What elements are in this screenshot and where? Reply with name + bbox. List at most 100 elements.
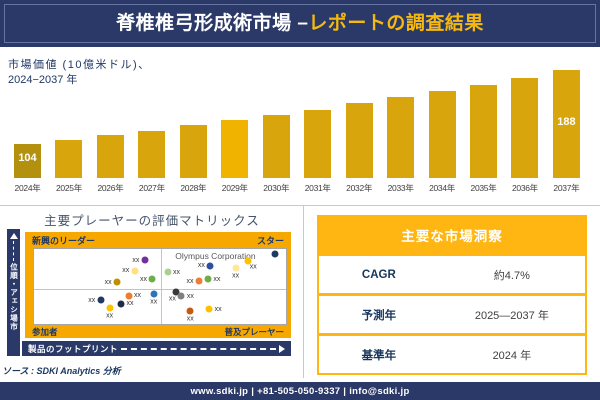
scatter-dot-icon [164, 268, 172, 276]
insights-rows: CAGR 約4.7% 予測年 2025—2037 年基準年 2024 年 [319, 253, 585, 373]
quadrant-label-top-left: 新興のリーダー [32, 235, 96, 246]
insights-row-label: CAGR [361, 268, 396, 281]
matrix-point-label: xx [139, 275, 147, 283]
bar-year-label: 2024年 [14, 183, 41, 193]
insights-row: 基準年 2024 年 [319, 333, 585, 373]
matrix-point: xx [150, 290, 158, 306]
bar [262, 115, 307, 181]
matrix-point: xx [122, 267, 139, 275]
bar-year-label: 2032年 [346, 183, 373, 193]
matrix-point: xx [186, 307, 194, 322]
matrix-point-label: xx [232, 272, 240, 280]
insights-row: CAGR 約4.7% [319, 253, 585, 293]
insights-table: 主要な市場洞察 CAGR 約4.7% 予測年 2025—2037 年基準年 2024 年 [317, 215, 587, 375]
matrix-point-label: xx [186, 315, 194, 322]
bar-year-label: 2027年 [138, 183, 165, 193]
matrix-point-label: xx [213, 275, 221, 283]
scatter-dot-icon [131, 267, 139, 275]
bar [469, 85, 514, 181]
insights-row-label: 基準年 [361, 349, 397, 362]
bar [55, 140, 100, 181]
matrix-point: xx [106, 304, 114, 319]
matrix-frame: 新興のリーダー スター Olympus Corporation xx xx xx xx… [25, 232, 291, 338]
bar [428, 91, 473, 181]
insights-table-title: 主要な市場洞察 [319, 217, 585, 253]
bar-year-label: 2036年 [511, 183, 538, 193]
bar-value-label: 104 [18, 152, 37, 164]
matrix-point-label: xx [197, 262, 205, 269]
matrix-point: xx [198, 262, 214, 269]
matrix-point: xx [117, 300, 133, 308]
scatter-dot-icon [106, 304, 114, 311]
matrix-point: xx [105, 278, 121, 286]
scatter-dot-icon [244, 257, 252, 265]
bar [96, 135, 141, 181]
bar-year-label: 2037年 [553, 183, 580, 193]
quadrant-label-bottom-right: 普及プレーヤー [224, 326, 284, 337]
scatter-dot-icon [177, 292, 185, 300]
bar-year-label: 2031年 [304, 183, 331, 193]
matrix-point: xx [169, 288, 180, 302]
quadrant-divider-vertical [161, 249, 162, 324]
vertical-divider [303, 206, 304, 378]
bar-column-2033年: 2033年 [387, 60, 432, 193]
x-axis-dashed-line [121, 347, 276, 350]
matrix-y-axis: 位順・アェシ場市 [7, 229, 20, 356]
bar-column-2026年: 2026年 [96, 60, 141, 193]
bar-column-2027年: 2027年 [138, 60, 183, 193]
footer-bar: www.sdki.jp | +81-505-050-9337 | info@sd… [0, 382, 600, 400]
matrix-point: xx [205, 305, 222, 313]
matrix-point-label: xx [150, 298, 158, 306]
y-axis-dashed-line [13, 241, 14, 261]
bar-column-2035年: 2035年 [469, 60, 514, 193]
matrix-point-label: xx [168, 295, 176, 303]
bar-year-label: 2028年 [180, 183, 207, 193]
bar-year-label: 2029年 [221, 183, 248, 193]
bar [511, 78, 556, 181]
matrix-point-label: xx [106, 312, 114, 319]
scatter-dot-icon [141, 256, 149, 264]
scatter-dot-icon [172, 288, 180, 296]
scatter-dot-icon [117, 300, 125, 308]
bar-column-2034年: 2034年 [428, 60, 473, 193]
matrix-point-label: xx [122, 267, 130, 275]
scatter-dot-icon [205, 305, 213, 313]
source-note: ソース : SDKI Analytics 分析 [2, 366, 121, 376]
matrix-point: xx [232, 264, 240, 279]
matrix-plot: Olympus Corporation xx xx xx xx xx xx xx xx xx xx… [33, 248, 287, 325]
bar-column-2029年: 2029年 [221, 60, 266, 193]
scatter-dot-icon [232, 264, 240, 272]
matrix-title: 主要プレーヤーの評価マトリックス [44, 214, 260, 228]
chart-subtitle-line2: 2024−2037 年 [8, 74, 78, 87]
scatter-dot-icon [97, 296, 105, 304]
quadrant-divider-horizontal [34, 288, 286, 290]
bar [179, 125, 224, 181]
matrix-point-label: xx [104, 278, 112, 286]
quadrant-label-top-right: スター [256, 235, 284, 246]
bar-year-label: 2034年 [429, 183, 455, 193]
arrow-up-icon [9, 233, 18, 239]
bar-column-2030年: 2030年 [262, 60, 307, 193]
bar [345, 103, 390, 181]
matrix-point-label: xx [126, 300, 134, 308]
matrix-point-label: xx [132, 256, 140, 264]
scatter-dot-icon [148, 275, 156, 283]
matrix-point-label: xx [186, 292, 194, 300]
footer-contact-text: www.sdki.jp | +81-505-050-9337 | info@sd… [190, 385, 410, 397]
chart-subtitle-line1: 市場価値 (10億米ドル)、 [8, 59, 151, 71]
matrix-point: xx [244, 257, 257, 271]
bar-year-label: 2030年 [263, 183, 290, 193]
scatter-dot-icon [125, 292, 132, 299]
matrix-x-axis: 製品のフットプリント [22, 341, 291, 356]
matrix-point-label: xx [249, 263, 257, 271]
scatter-dot-icon [186, 307, 194, 314]
matrix-point: xx [140, 275, 156, 283]
matrix-point: xx [177, 292, 194, 300]
matrix-point-label: xx [88, 296, 96, 304]
insights-row: 予測年 2025—2037 年 [319, 293, 585, 333]
header-banner: 脊椎椎弓形成術市場 –レポートの調査結果 [0, 0, 600, 47]
insights-row-label: 予測年 [361, 309, 397, 322]
matrix-bottom-band: 参加者 普及プレーヤー [25, 325, 291, 338]
bar-year-label: 2035年 [470, 183, 497, 193]
